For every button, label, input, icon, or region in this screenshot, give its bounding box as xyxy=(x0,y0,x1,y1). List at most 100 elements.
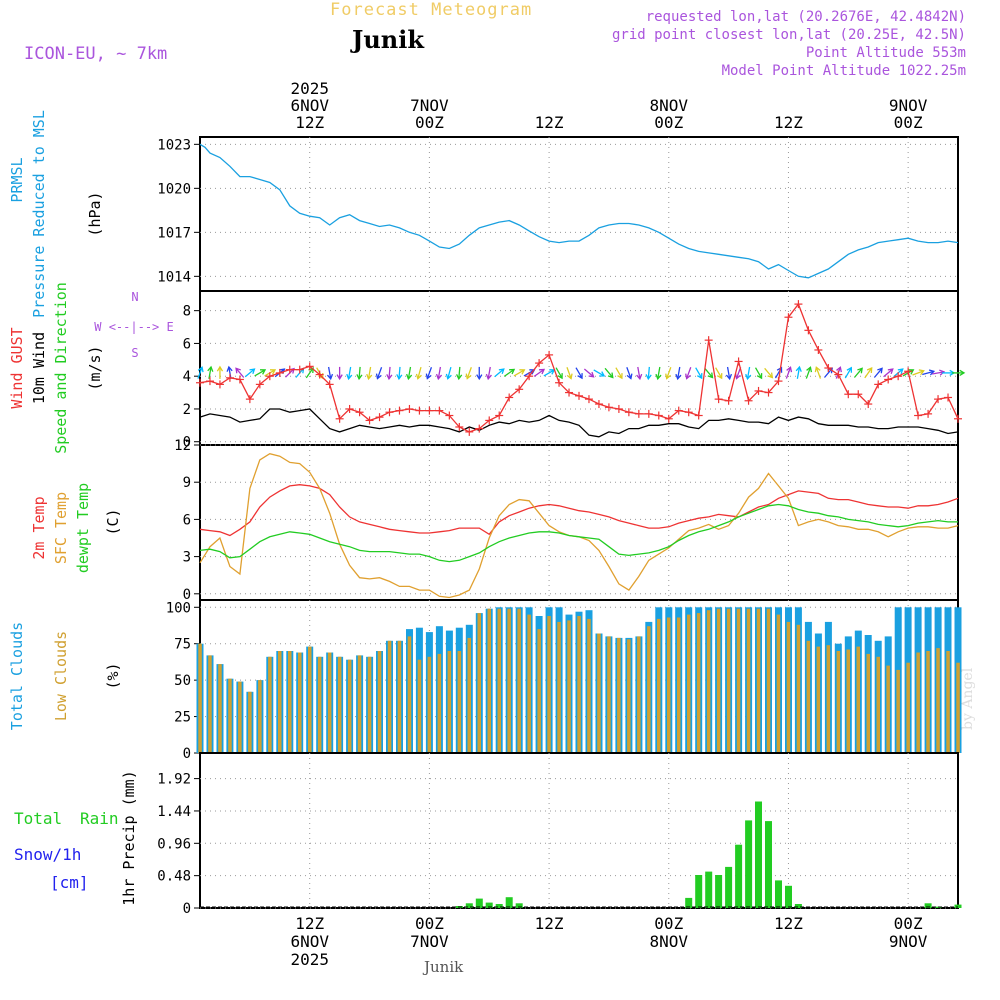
ytick-label-precip: 0.48 xyxy=(157,869,191,885)
wind-arrow-head xyxy=(456,374,463,381)
low-cloud-bar xyxy=(507,608,511,753)
wind-arrow-head xyxy=(908,369,915,375)
precip-unit: 1hr Precip (mm) xyxy=(120,770,138,905)
wind-arrow-shaft xyxy=(657,366,661,379)
low-cloud-bar xyxy=(337,656,342,753)
wind-gust-marker xyxy=(814,345,823,354)
wind-direction-arrow xyxy=(615,367,623,380)
wind-gust-marker xyxy=(754,386,763,395)
wind-arrow-head xyxy=(857,367,863,374)
panel-frame-temperature xyxy=(199,444,959,601)
wind-label-gust: Wind GUST xyxy=(8,327,26,408)
low-cloud-bar xyxy=(198,643,202,753)
wind-arrow-shaft xyxy=(695,367,703,379)
wind-arrow-shaft xyxy=(503,368,515,377)
ytick-label-precip: 1.44 xyxy=(157,804,191,820)
wind-arrow-head xyxy=(435,373,443,381)
compass-north: N xyxy=(131,290,138,304)
ytick-label-clouds: 50 xyxy=(174,673,191,689)
wind-arrow-head xyxy=(270,369,277,375)
ytick-label-precip: 0.96 xyxy=(157,836,191,852)
wind-direction-arrow xyxy=(754,367,763,380)
panel-frame-pressure xyxy=(199,136,959,292)
ytick-label-wind: 2 xyxy=(183,402,191,418)
wind-gust-marker xyxy=(325,380,334,389)
wind-direction-arrow xyxy=(513,369,526,377)
low-cloud-bar xyxy=(786,621,791,753)
low-cloud-bar xyxy=(497,608,501,753)
low-cloud-bar xyxy=(437,653,442,753)
wind-gust-marker xyxy=(624,408,633,417)
wind-arrow-head xyxy=(260,369,267,375)
rain-bar xyxy=(755,801,762,908)
wind-gust-marker xyxy=(864,400,873,409)
wind-direction-arrow xyxy=(814,366,822,379)
top-time-label: 8NOV xyxy=(649,96,688,115)
wind-direction-arrow xyxy=(932,369,946,376)
low-cloud-bar xyxy=(677,617,681,753)
wind-arrow-shaft xyxy=(513,369,525,377)
rain-bar xyxy=(725,866,733,908)
bottom-time-label: 9NOV xyxy=(889,932,928,951)
wind-arrow-head xyxy=(645,374,652,381)
rain-bar xyxy=(475,898,483,908)
low-cloud-bar xyxy=(537,629,541,753)
low-cloud-bar xyxy=(756,608,761,753)
wind-arrow-head xyxy=(887,368,894,374)
wind-gust-marker xyxy=(764,388,773,397)
bottom-time-label: 6NOV xyxy=(290,932,329,951)
wind-gust-marker xyxy=(694,411,703,420)
low-cloud-bar xyxy=(587,618,591,753)
top-time-label: 12Z xyxy=(295,113,324,132)
wind-arrow-shaft xyxy=(583,368,594,378)
wind-arrow-shaft xyxy=(555,367,563,379)
model-point-altitude: Model Point Altitude 1022.25m xyxy=(721,63,966,79)
low-cloud-bar xyxy=(886,665,890,753)
low-cloud-bar xyxy=(876,656,880,753)
wind-gust-marker xyxy=(355,408,364,417)
rain-bar xyxy=(485,902,493,908)
low-cloud-bar xyxy=(696,613,701,753)
wind-arrow-head xyxy=(685,373,691,380)
wind-arrow-shaft xyxy=(417,366,422,379)
top-time-label: 12Z xyxy=(774,113,803,132)
ytick-label-wind: 6 xyxy=(183,336,191,352)
wind-arrow-head xyxy=(636,373,643,381)
ytick-label-temperature: 6 xyxy=(183,512,191,528)
wind-arrow-shaft xyxy=(647,366,650,379)
wind-arrow-head xyxy=(346,373,353,381)
footer-location: Junik xyxy=(424,958,464,976)
wind-gust-marker xyxy=(844,390,853,399)
wind-arrow-head xyxy=(386,374,393,381)
low-cloud-bar xyxy=(906,662,910,753)
wind-gust-marker xyxy=(505,393,514,402)
wind-gust-marker xyxy=(335,414,344,423)
wind-gust-marker xyxy=(575,391,583,400)
wind-direction-arrow xyxy=(366,366,373,381)
rain-bar xyxy=(705,871,713,908)
wind-arrow-shaft xyxy=(746,366,751,379)
low-cloud-bar xyxy=(866,653,870,753)
low-cloud-bar xyxy=(517,608,521,753)
wind-gust-marker xyxy=(784,313,793,322)
wind-arrow-head xyxy=(836,366,842,373)
wind-arrow-head xyxy=(425,373,432,380)
point-altitude: Point Altitude 553m xyxy=(805,45,966,61)
signature: by Angel xyxy=(960,667,976,730)
wind-gust-marker xyxy=(475,424,484,433)
wind-direction-arrow xyxy=(396,366,403,381)
wind-arrow-shaft xyxy=(398,366,401,379)
wind-arrow-head xyxy=(877,367,883,374)
rain-bar xyxy=(715,875,723,908)
wind-arrow-shaft xyxy=(575,367,583,379)
wind-arrow-head xyxy=(415,373,422,380)
wind-arrow-head xyxy=(336,374,343,381)
wind-arrow-shaft xyxy=(447,366,452,379)
wind-gust-marker xyxy=(365,416,374,425)
temp-label-dewpt: dewpt Temp xyxy=(74,483,92,573)
panel-frame-precip xyxy=(199,752,959,909)
wind-arrow-shaft xyxy=(543,369,555,377)
wind-arrow-head xyxy=(396,374,403,381)
low-cloud-bar xyxy=(806,640,811,753)
